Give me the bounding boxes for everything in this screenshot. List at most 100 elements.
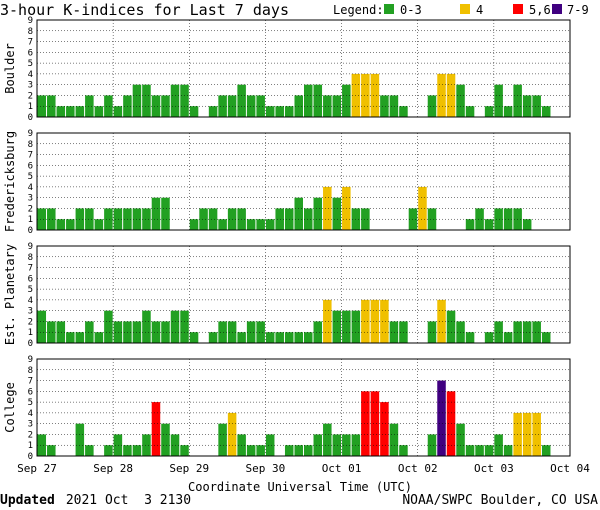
y-tick-label: 4	[28, 296, 33, 306]
k-bar	[275, 208, 284, 230]
k-bar	[313, 434, 323, 456]
k-bar	[246, 321, 256, 343]
panel-frame	[36, 132, 571, 231]
y-tick-label: 1	[28, 328, 33, 338]
legend-swatch-5-6	[513, 4, 523, 14]
k-bar	[294, 445, 303, 456]
k-bar	[532, 321, 541, 343]
k-bar	[284, 332, 294, 343]
y-tick-label: 9	[28, 129, 33, 139]
k-bar	[142, 208, 151, 230]
y-tick-label: 9	[28, 242, 33, 252]
k-bar	[275, 332, 284, 343]
y-tick-label: 1	[28, 215, 33, 225]
y-tick-label: 5	[28, 285, 33, 295]
k-bar	[265, 434, 275, 456]
y-tick-label: 0	[28, 113, 33, 123]
y-tick-label: 1	[28, 441, 33, 451]
k-bar	[361, 73, 370, 117]
k-bar	[256, 321, 265, 343]
k-bar	[361, 391, 370, 456]
k-bar	[170, 84, 180, 117]
legend-item-0-3: 0-3	[400, 3, 422, 17]
k-bar	[113, 208, 123, 230]
y-tick-label: 8	[28, 140, 33, 150]
k-bar	[427, 95, 437, 117]
y-tick-label: 4	[28, 183, 33, 193]
k-bar	[484, 332, 494, 343]
k-bar	[532, 95, 541, 117]
k-bar	[180, 310, 189, 343]
y-tick-label: 7	[28, 377, 33, 387]
y-tick-label: 3	[28, 420, 33, 430]
k-bar	[47, 321, 56, 343]
y-tick-label: 2	[28, 430, 33, 440]
k-bar	[275, 106, 284, 117]
k-bar	[113, 106, 123, 117]
legend-item-4: 4	[476, 3, 483, 17]
k-bar	[284, 106, 294, 117]
k-bar	[151, 402, 161, 456]
k-bar	[246, 219, 256, 230]
k-bar	[104, 445, 113, 456]
k-bar	[332, 197, 342, 230]
k-bar	[123, 445, 132, 456]
k-bar	[208, 106, 218, 117]
y-tick-label: 6	[28, 274, 33, 284]
k-bar	[85, 321, 94, 343]
y-tick-label: 2	[28, 91, 33, 101]
k-bar	[189, 219, 199, 230]
panel-frame	[36, 19, 571, 118]
y-tick-label: 5	[28, 398, 33, 408]
k-bar	[85, 445, 94, 456]
k-bar	[47, 95, 56, 117]
k-bar	[389, 423, 399, 456]
k-bar	[85, 208, 94, 230]
k-bar	[218, 321, 227, 343]
k-bar	[132, 445, 142, 456]
k-bar	[47, 445, 56, 456]
k-bar	[494, 434, 503, 456]
k-bar	[161, 95, 170, 117]
legend-item-7-9: 7-9	[567, 3, 589, 17]
k-bar	[313, 197, 323, 230]
k-bar	[256, 95, 265, 117]
k-bar	[294, 197, 303, 230]
k-bar	[361, 299, 370, 343]
x-tick-label: Oct 04	[550, 462, 590, 475]
k-bar	[427, 434, 437, 456]
footer-source: NOAA/SWPC Boulder, CO USA	[402, 493, 598, 508]
k-bar	[342, 310, 351, 343]
y-tick-label: 6	[28, 161, 33, 171]
legend-item-5-6: 5,6	[529, 3, 551, 17]
legend-swatch-0-3	[384, 4, 394, 14]
k-bar	[541, 332, 551, 343]
y-tick-label: 3	[28, 81, 33, 91]
k-bar	[246, 445, 256, 456]
k-bar	[361, 208, 370, 230]
k-bar	[522, 321, 532, 343]
k-bar	[37, 95, 47, 117]
y-tick-label: 8	[28, 27, 33, 37]
k-bar	[170, 310, 180, 343]
x-tick-label: Oct 01	[322, 462, 362, 475]
k-bar	[113, 321, 123, 343]
k-bar	[465, 445, 475, 456]
k-bar	[503, 106, 513, 117]
k-bar	[218, 219, 227, 230]
k-bar	[75, 423, 85, 456]
k-bar	[161, 423, 170, 456]
k-bar	[437, 380, 446, 456]
k-bar	[437, 299, 446, 343]
k-bar	[399, 445, 408, 456]
y-tick-label: 5	[28, 59, 33, 69]
k-bar	[189, 332, 199, 343]
k-bar	[351, 310, 361, 343]
y-tick-label: 0	[28, 226, 33, 236]
k-bar	[323, 95, 332, 117]
k-bar	[142, 310, 151, 343]
k-bar	[66, 106, 75, 117]
